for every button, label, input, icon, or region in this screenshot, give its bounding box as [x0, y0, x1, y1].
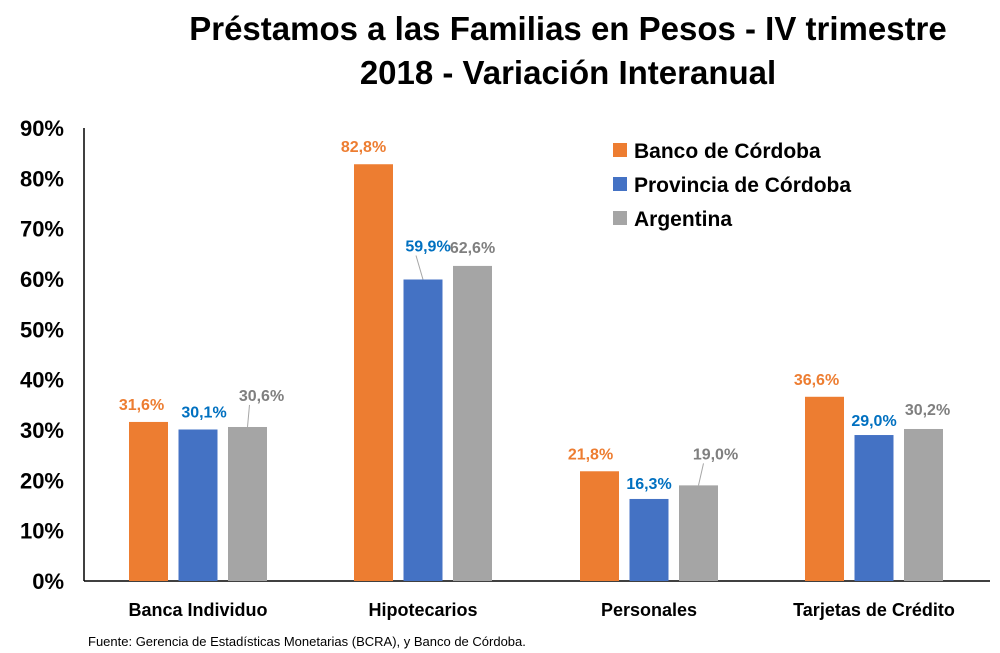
- data-label: 30,1%: [181, 404, 226, 421]
- legend-swatch: [613, 177, 627, 191]
- bar: [854, 435, 894, 581]
- data-label: 16,3%: [626, 476, 671, 493]
- x-tick-label: Personales: [601, 600, 697, 620]
- label-leader-line: [247, 404, 250, 428]
- bar: [178, 429, 218, 581]
- x-tick-label: Tarjetas de Crédito: [793, 600, 955, 620]
- data-label: 30,6%: [239, 388, 284, 405]
- bar: [453, 265, 492, 581]
- chart-title-line1: Préstamos a las Familias en Pesos - IV t…: [189, 10, 947, 47]
- bar: [403, 279, 443, 581]
- bar: [580, 471, 619, 581]
- data-label: 29,0%: [851, 413, 896, 430]
- x-tick-label: Hipotecarios: [368, 600, 477, 620]
- legend-label: Provincia de Córdoba: [634, 174, 851, 197]
- data-label: 59,9%: [405, 239, 450, 256]
- bar: [129, 421, 168, 581]
- legend-label: Banco de Córdoba: [634, 140, 821, 163]
- data-label: 82,8%: [341, 139, 386, 156]
- data-label: 21,8%: [568, 446, 613, 463]
- x-tick-label: Banca Individuo: [128, 600, 267, 620]
- y-tick-label: 10%: [20, 519, 64, 544]
- y-tick-label: 70%: [20, 217, 64, 242]
- data-label: 19,0%: [693, 446, 738, 463]
- y-tick-label: 90%: [20, 116, 64, 141]
- source-note: Fuente: Gerencia de Estadísticas Monetar…: [88, 634, 526, 649]
- data-label: 31,6%: [119, 397, 164, 414]
- y-tick-label: 50%: [20, 317, 64, 342]
- data-label: 30,2%: [905, 402, 950, 419]
- bar: [679, 485, 718, 581]
- label-leader-line: [415, 255, 424, 280]
- y-tick-label: 80%: [20, 166, 64, 191]
- bar: [228, 426, 267, 581]
- bar: [904, 428, 943, 581]
- legend-swatch: [613, 143, 627, 157]
- label-leader-line: [698, 463, 704, 486]
- data-label: 36,6%: [794, 372, 839, 389]
- y-tick-label: 20%: [20, 468, 64, 493]
- data-label: 62,6%: [450, 240, 495, 257]
- bar: [354, 164, 393, 582]
- y-tick-label: 60%: [20, 267, 64, 292]
- bar: [629, 498, 669, 581]
- y-tick-label: 0%: [32, 569, 64, 594]
- chart-title-line2: 2018 - Variación Interanual: [360, 54, 776, 91]
- legend-swatch: [613, 211, 627, 225]
- y-tick-label: 40%: [20, 368, 64, 393]
- y-tick-label: 30%: [20, 418, 64, 443]
- bar: [805, 396, 844, 581]
- legend-label: Argentina: [634, 208, 732, 231]
